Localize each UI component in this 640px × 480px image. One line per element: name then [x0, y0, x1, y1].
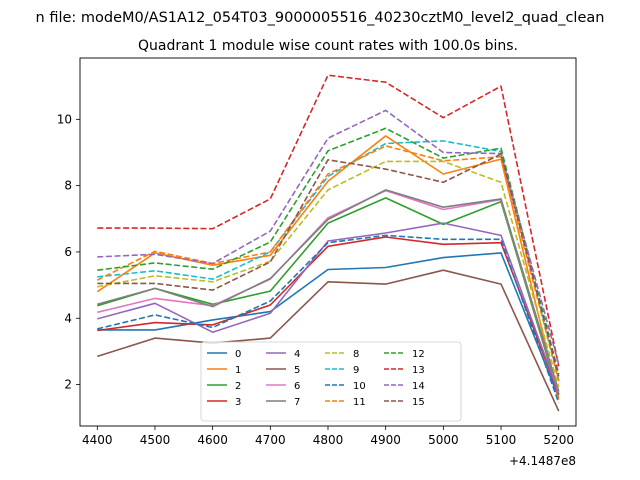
legend-label-11: 11	[353, 397, 366, 408]
x-tick-label: 4800	[313, 433, 344, 447]
series-line-6	[97, 189, 560, 393]
y-tick-label: 10	[57, 112, 72, 126]
x-tick-label: 4600	[197, 433, 228, 447]
series-line-8	[97, 160, 560, 388]
x-tick-label: 5100	[486, 433, 517, 447]
x-tick-label: 4700	[255, 433, 286, 447]
legend-label-12: 12	[412, 349, 425, 360]
x-tick-label: 4500	[140, 433, 171, 447]
legend-label-0: 0	[235, 349, 241, 360]
series-line-3	[97, 236, 560, 395]
series-line-11	[96, 145, 560, 382]
legend-label-6: 6	[294, 381, 300, 392]
x-tick-label: 4400	[82, 433, 113, 447]
x-tick-label: 5000	[428, 433, 459, 447]
series-line-0	[97, 252, 560, 399]
legend-label-2: 2	[235, 381, 241, 392]
series-line-10	[97, 234, 560, 404]
series-line-5	[97, 269, 560, 412]
y-tick-label: 6	[64, 245, 72, 259]
legend-label-5: 5	[294, 365, 300, 376]
legend-label-8: 8	[353, 349, 359, 360]
series-line-4	[97, 222, 560, 394]
legend-label-3: 3	[235, 397, 241, 408]
legend-label-9: 9	[353, 365, 359, 376]
axis-ticks: 4400 4500 4600 4700 4800 4900 5000 5100 52002468…	[57, 112, 574, 447]
plot-area-frame	[79, 57, 577, 427]
series-line-7	[97, 189, 560, 392]
x-tick-label: 4900	[370, 433, 401, 447]
y-tick-label: 4	[64, 311, 72, 325]
series-line-13	[97, 74, 560, 367]
series-line-9	[97, 140, 560, 380]
legend-label-1: 1	[235, 365, 241, 376]
x-offset-label: +4.1487e8	[509, 454, 576, 468]
x-tick-label: 5200	[543, 433, 574, 447]
chart-title: Quadrant 1 module wise count rates with …	[138, 38, 518, 54]
legend-label-10: 10	[353, 381, 366, 392]
series-lines	[96, 74, 560, 412]
series-line-12	[97, 127, 560, 375]
legend-label-15: 15	[412, 397, 425, 408]
legend-label-14: 14	[412, 381, 425, 392]
y-tick-label: 2	[64, 378, 72, 392]
y-tick-label: 8	[64, 179, 72, 193]
chart-suptitle: n file: modeM0/AS1A12_054T03_9000005516_…	[36, 10, 605, 26]
legend-label-7: 7	[294, 397, 300, 408]
legend-label-4: 4	[294, 349, 300, 360]
series-line-15	[97, 153, 560, 377]
legend-label-13: 13	[412, 365, 425, 376]
series-line-14	[97, 109, 560, 365]
